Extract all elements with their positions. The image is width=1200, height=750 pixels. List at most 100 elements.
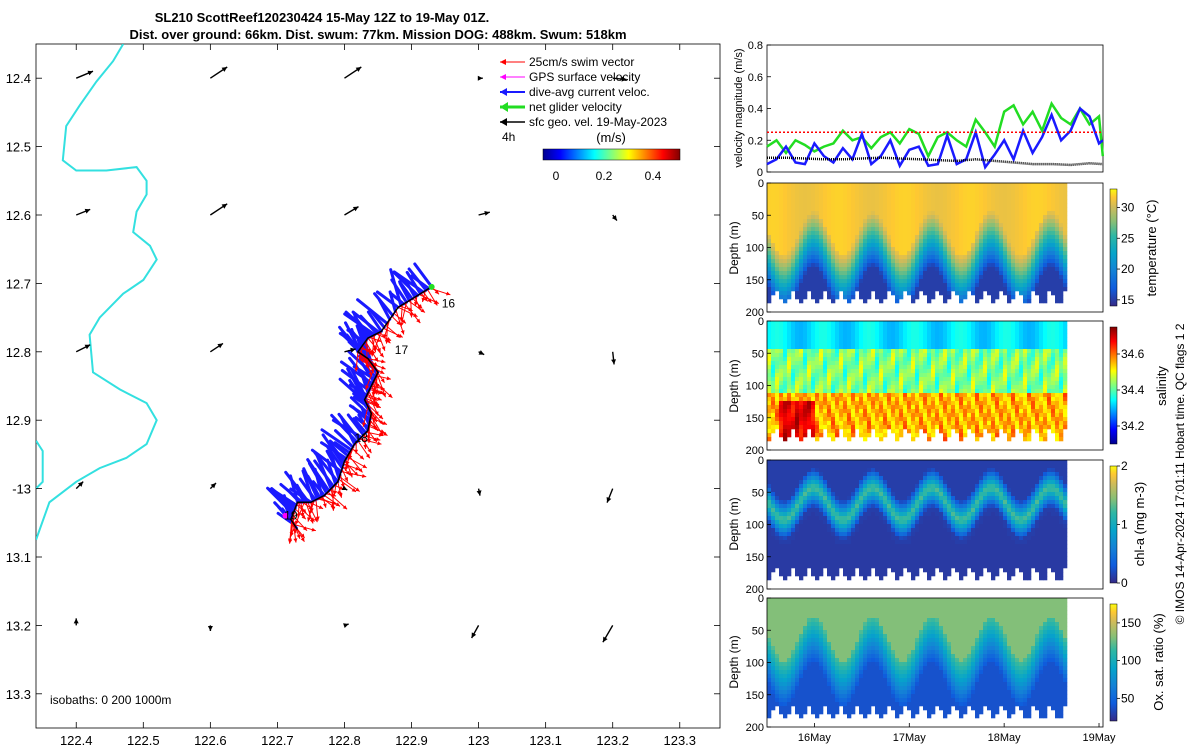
profile-cell — [839, 401, 844, 406]
profile-cell — [943, 409, 948, 414]
profile-cell — [847, 259, 852, 264]
dive-avg-current-vector — [339, 415, 357, 446]
profile-cell — [971, 397, 976, 402]
profile-cell — [823, 321, 828, 326]
profile-cell — [1015, 369, 1020, 374]
profile-cell — [947, 275, 952, 280]
profile-cell — [923, 409, 928, 414]
profile-cell — [791, 337, 796, 342]
swim-vector-head — [351, 488, 356, 492]
profile-cell — [847, 397, 852, 402]
profile-cell — [951, 349, 956, 354]
profile-cell — [839, 377, 844, 382]
profile-cell — [923, 271, 928, 276]
profile-cell — [871, 191, 876, 196]
profile-cell — [883, 275, 888, 280]
profile-cell — [803, 215, 808, 220]
profile-cell — [903, 251, 908, 256]
profile-cell — [779, 353, 784, 358]
profile-cell — [835, 239, 840, 244]
profile-cell — [1059, 199, 1064, 204]
profile-cell — [795, 433, 800, 438]
profile-cell — [823, 425, 828, 430]
profile-cell — [871, 255, 876, 260]
profile-cell — [795, 337, 800, 342]
profile-cell — [851, 349, 856, 354]
profile-cell — [767, 393, 772, 398]
profile-cell — [927, 357, 932, 362]
profile-cell — [827, 263, 832, 268]
profile-cell — [895, 223, 900, 228]
profile-cell — [863, 421, 868, 426]
profile-cell — [1027, 381, 1032, 386]
profile-cell — [843, 337, 848, 342]
profile-cell — [959, 377, 964, 382]
profile-cell — [1003, 321, 1008, 326]
profile-cell — [795, 263, 800, 268]
profile-cell — [883, 425, 888, 430]
profile-cell — [1063, 267, 1068, 272]
profile-cell — [919, 381, 924, 386]
profile-cell — [791, 263, 796, 268]
profile-cell — [1019, 421, 1024, 426]
profile-cell — [911, 329, 916, 334]
profile-cell — [947, 211, 952, 216]
profile-cell — [855, 195, 860, 200]
profile-cell — [799, 377, 804, 382]
profile-cell — [931, 271, 936, 276]
profile-cell — [1035, 259, 1040, 264]
profile-cell — [875, 203, 880, 208]
profile-cell — [1031, 345, 1036, 350]
profile-cell — [943, 287, 948, 292]
profile-cell — [995, 203, 1000, 208]
profile-cell — [1059, 215, 1064, 220]
swim-vector-head — [300, 537, 305, 542]
profile-cell — [939, 393, 944, 398]
profile-cell — [927, 219, 932, 224]
profile-cell — [827, 421, 832, 426]
profile-cell — [855, 243, 860, 248]
profile-cell — [959, 187, 964, 192]
profile-cell — [1043, 369, 1048, 374]
profile-cell — [939, 203, 944, 208]
profile-cell — [799, 239, 804, 244]
profile-cell — [899, 255, 904, 260]
profile-cell — [931, 295, 936, 300]
profile-cell — [895, 329, 900, 334]
profile-cell — [991, 187, 996, 192]
profile-cell — [947, 325, 952, 330]
profile-cell — [807, 369, 812, 374]
profile-cell — [1063, 405, 1068, 410]
profile-cell — [907, 275, 912, 280]
profile-cell — [811, 413, 816, 418]
profile-cell — [935, 369, 940, 374]
profile-cell — [943, 365, 948, 370]
profile-cell — [995, 421, 1000, 426]
profile-cell — [947, 187, 952, 192]
profile-cell — [871, 405, 876, 410]
profile-cell — [1019, 235, 1024, 240]
profile-cell — [1015, 255, 1020, 260]
profile-cell — [1027, 279, 1032, 284]
profile-cell — [767, 215, 772, 220]
profile-cell — [907, 259, 912, 264]
profile-cell — [1015, 417, 1020, 422]
profile-cell — [851, 401, 856, 406]
profile-cell — [815, 287, 820, 292]
profile-cell — [1015, 353, 1020, 358]
profile-cell — [891, 329, 896, 334]
profile-cell — [959, 203, 964, 208]
profile-cell — [887, 345, 892, 350]
profile-cell — [859, 337, 864, 342]
swim-vector-head — [362, 464, 367, 468]
profile-cell — [895, 409, 900, 414]
profile-cell — [1047, 365, 1052, 370]
profile-cell — [931, 243, 936, 248]
profile-cell — [883, 235, 888, 240]
profile-cell — [799, 349, 804, 354]
profile-cell — [951, 345, 956, 350]
profile-cell — [787, 255, 792, 260]
profile-cell — [779, 433, 784, 438]
profile-cell — [1055, 373, 1060, 378]
profile-cell — [871, 283, 876, 288]
